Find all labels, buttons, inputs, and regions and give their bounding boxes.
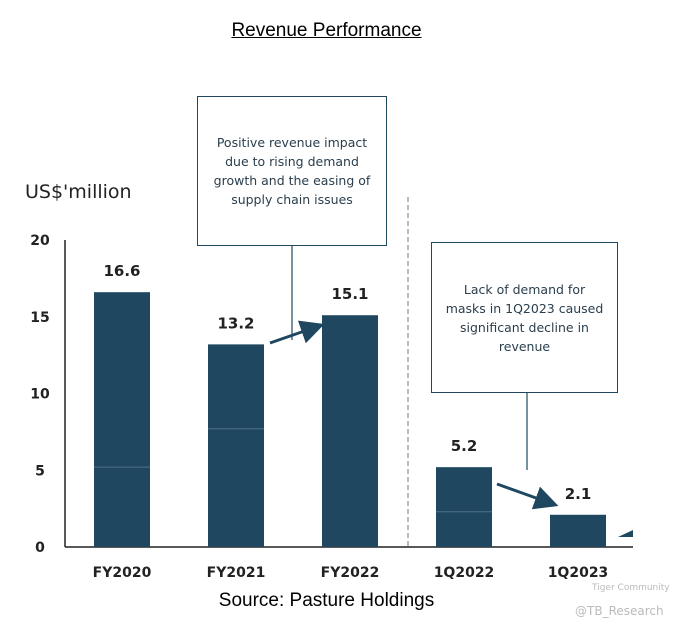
y-axis-label: US$'million (25, 181, 132, 203)
annotation-growth: Positive revenue impact due to rising de… (197, 96, 387, 246)
data-label: 5.2 (451, 437, 478, 455)
bar-1Q2022 (436, 467, 492, 547)
bar-1Q2023 (550, 514, 606, 547)
data-label: 2.1 (565, 485, 592, 503)
bar-FY2021 (208, 344, 264, 547)
source-note: Source: Pasture Holdings (218, 590, 435, 611)
y-tick-label: 10 (30, 387, 50, 403)
x-tick-label: FY2022 (321, 565, 380, 581)
x-tick-label: 1Q2022 (434, 565, 495, 581)
data-label: 16.6 (103, 262, 140, 280)
x-tick-label: FY2020 (93, 565, 152, 581)
bar-FY2022 (322, 315, 378, 547)
watermark-community: Tiger Community (592, 583, 670, 593)
chart-title: Revenue Performance (231, 20, 422, 41)
data-label: 13.2 (217, 314, 254, 332)
x-tick-label: FY2021 (207, 565, 266, 581)
data-label: 15.1 (331, 285, 368, 303)
arrow-up-icon (269, 320, 325, 345)
annotation-decline: Lack of demand for masks in 1Q2023 cause… (431, 242, 618, 393)
bar-FY2020 (94, 292, 150, 547)
partial-arrow-icon (618, 530, 633, 537)
y-tick-label: 0 (35, 540, 45, 556)
y-tick-label: 20 (30, 233, 50, 249)
y-tick-label: 15 (30, 310, 49, 326)
y-tick-label: 5 (35, 463, 45, 479)
watermark-handle: @TB_Research (575, 604, 664, 618)
x-tick-label: 1Q2023 (548, 565, 609, 581)
arrow-down-icon (496, 482, 559, 510)
